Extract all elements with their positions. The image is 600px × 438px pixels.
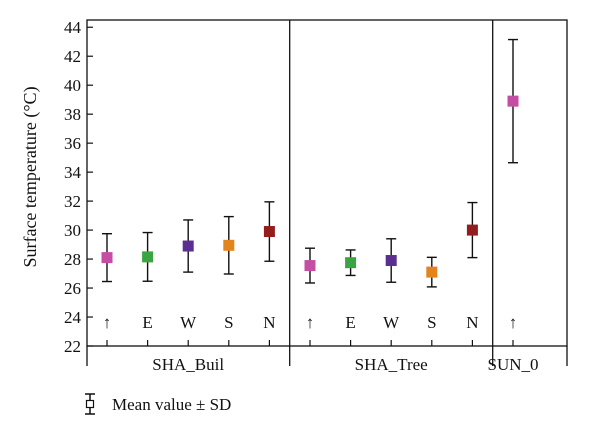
category-label: S bbox=[427, 313, 436, 332]
group-labels: SHA_Buil SHA_Tree SUN_0 bbox=[152, 355, 538, 374]
y-tick-label: 26 bbox=[64, 279, 81, 298]
legend-marker bbox=[85, 399, 95, 409]
group-label: SHA_Tree bbox=[355, 355, 428, 374]
y-tick-label: 22 bbox=[64, 337, 81, 356]
y-tick-label: 30 bbox=[64, 221, 81, 240]
plot-border bbox=[86, 19, 568, 347]
category-label: W bbox=[180, 313, 197, 332]
category-label: W bbox=[383, 313, 400, 332]
data-point bbox=[263, 226, 275, 238]
plot-frame bbox=[86, 19, 568, 366]
legend: Mean value ± SD bbox=[85, 393, 231, 415]
y-axis-label: Surface temperature (°C) bbox=[20, 86, 41, 267]
data-point bbox=[223, 239, 235, 251]
y-tick-label: 42 bbox=[64, 47, 81, 66]
group-label: SUN_0 bbox=[487, 355, 538, 374]
category-label: ↑ bbox=[306, 313, 315, 332]
data-point bbox=[507, 95, 519, 107]
data-marks bbox=[101, 38, 519, 288]
y-tick-label: 34 bbox=[64, 163, 82, 182]
y-axis: 22 24 26 28 30 32 34 36 38 40 42 44 bbox=[64, 18, 93, 356]
legend-text: Mean value ± SD bbox=[112, 395, 231, 414]
category-label: N bbox=[466, 313, 478, 332]
category-label: E bbox=[345, 313, 355, 332]
y-tick-label: 28 bbox=[64, 250, 81, 269]
category-label: ↑ bbox=[103, 313, 112, 332]
y-tick-label: 40 bbox=[64, 76, 81, 95]
y-tick-label: 32 bbox=[64, 192, 81, 211]
data-point bbox=[101, 252, 113, 264]
category-label: N bbox=[263, 313, 275, 332]
data-point bbox=[304, 260, 316, 272]
data-point bbox=[426, 266, 438, 278]
group-label: SHA_Buil bbox=[152, 355, 224, 374]
category-label: S bbox=[224, 313, 233, 332]
category-labels: ↑ E W S N ↑ E W S N ↑ bbox=[103, 313, 518, 332]
category-label: E bbox=[142, 313, 152, 332]
data-point bbox=[385, 255, 397, 267]
data-point bbox=[182, 240, 194, 252]
data-point bbox=[142, 251, 154, 263]
data-point bbox=[345, 257, 357, 269]
y-tick-label: 38 bbox=[64, 105, 81, 124]
y-tick-label: 44 bbox=[64, 18, 82, 37]
y-tick-label: 36 bbox=[64, 134, 81, 153]
data-point bbox=[466, 224, 478, 236]
y-tick-label: 24 bbox=[64, 308, 82, 327]
category-label: ↑ bbox=[509, 313, 518, 332]
